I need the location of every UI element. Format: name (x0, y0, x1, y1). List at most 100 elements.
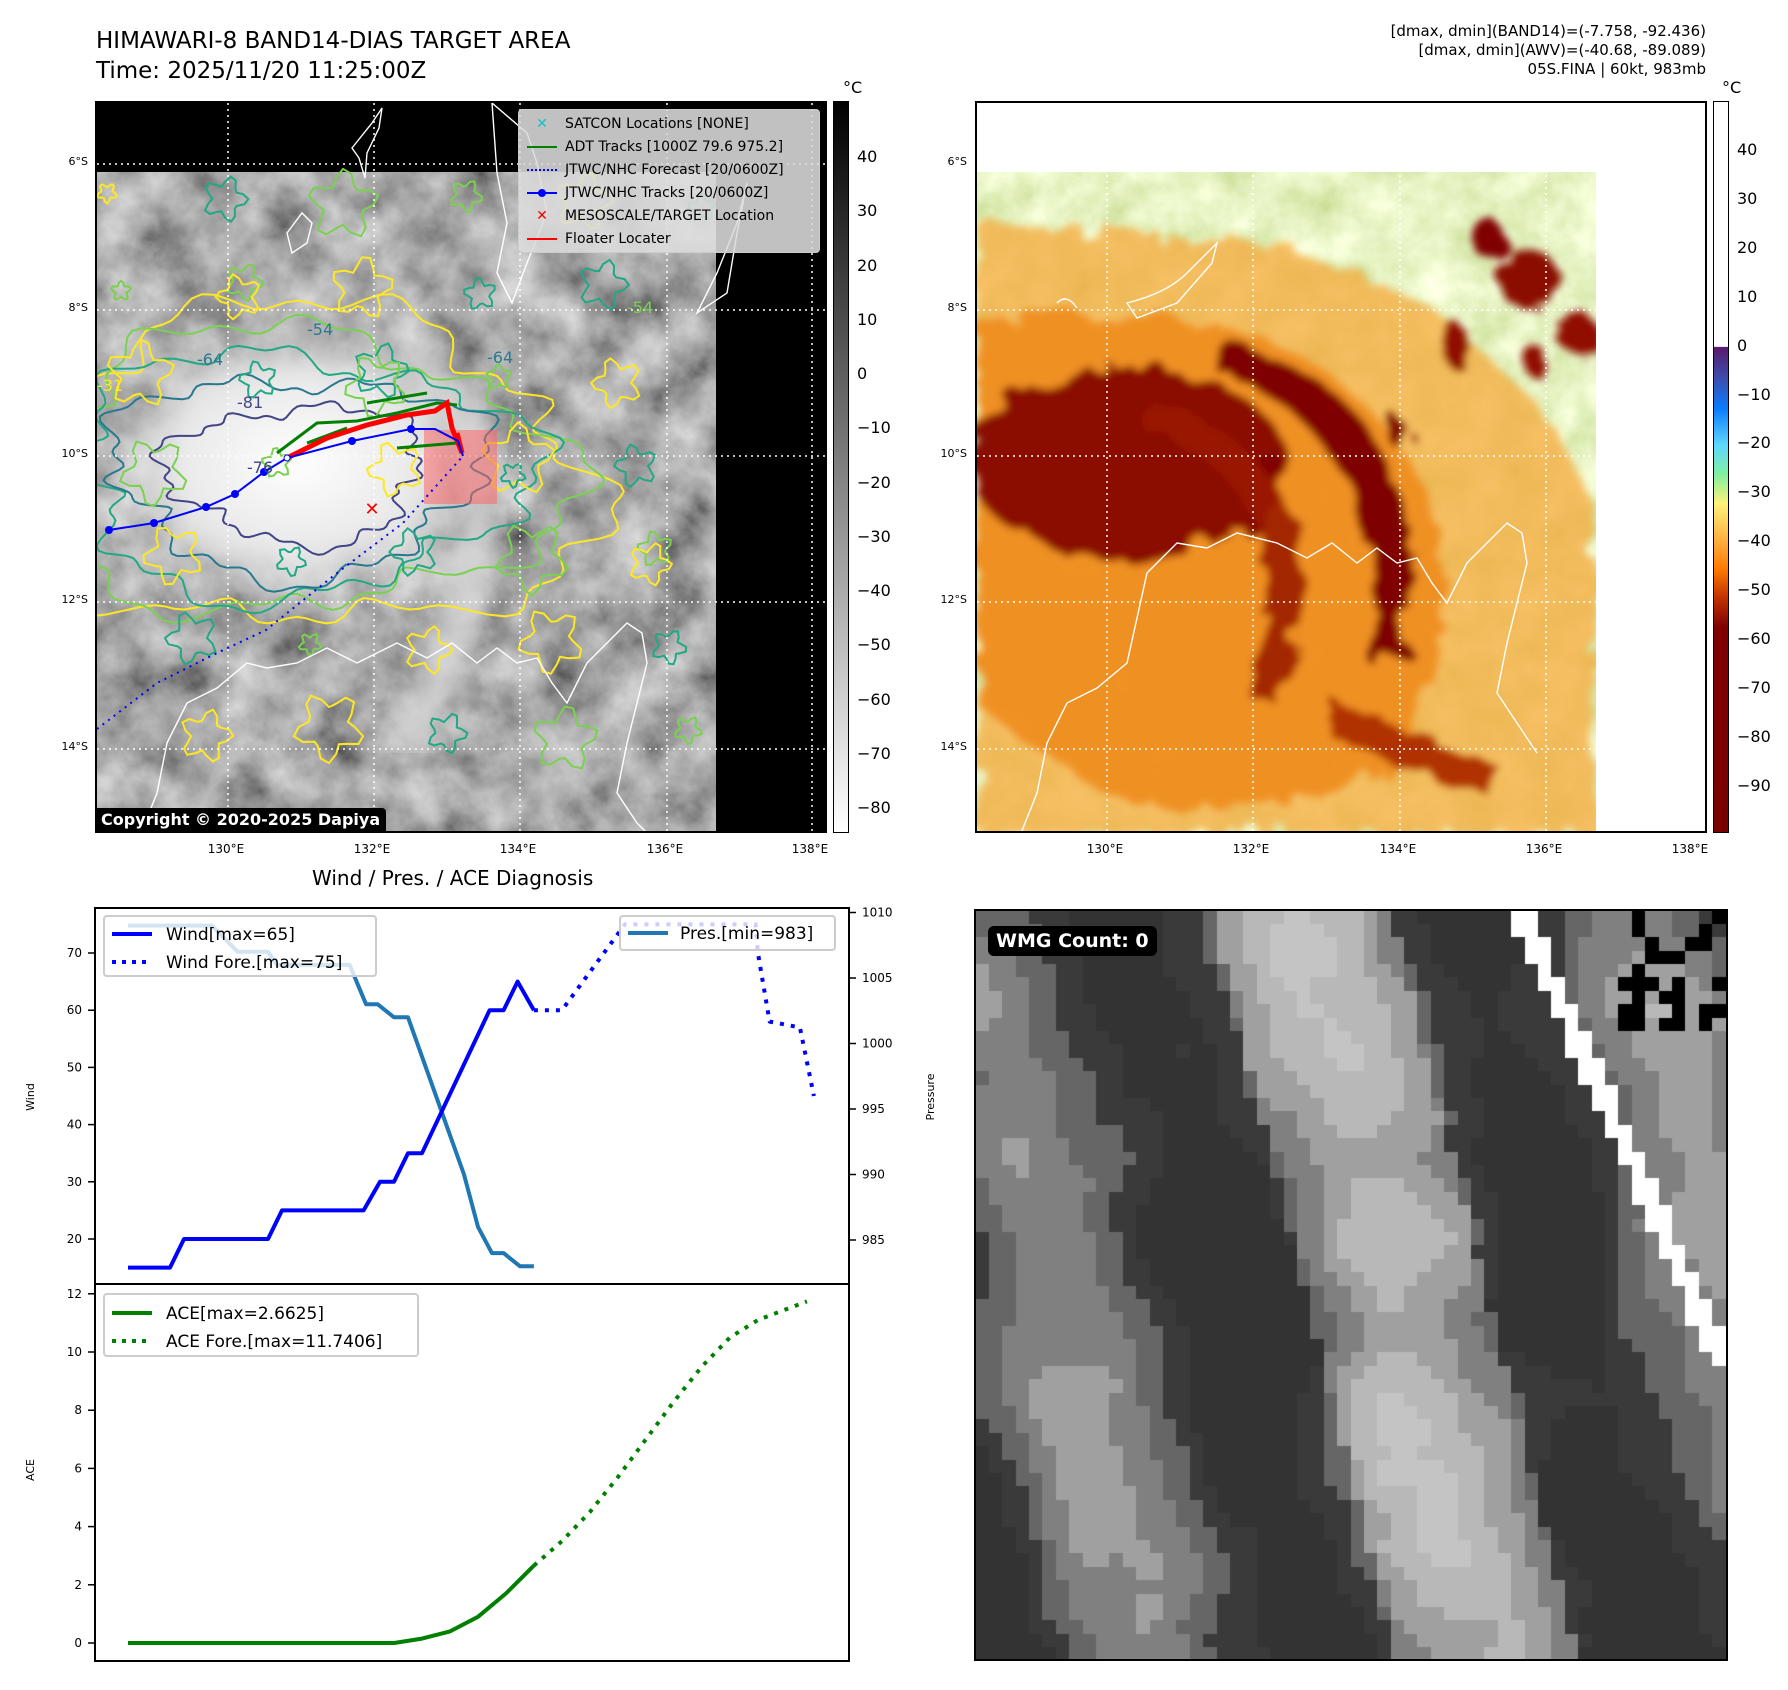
contour-line (533, 705, 599, 770)
lat-tick-label: 10°S (61, 447, 88, 460)
contour-label: -31 (97, 376, 123, 395)
contour-line (579, 258, 631, 311)
legend-label: Floater Locater (565, 230, 671, 247)
pressure-legend: Pres.[min=983] (619, 915, 836, 951)
pressure-ytick-label: 1000 (862, 1037, 893, 1051)
contour-line (405, 624, 455, 676)
lat-tick-label: 12°S (61, 593, 88, 606)
ace-ytick-label: 6 (74, 1461, 82, 1475)
colorbar-tick-label: −90 (1737, 775, 1771, 795)
colorbar-tick-label: −40 (1737, 531, 1771, 551)
contour-line (307, 167, 380, 238)
map-legend: ✕ SATCON Locations [NONE] ADT Tracks [100… (518, 109, 820, 253)
colorbar-tick-label: 10 (857, 309, 878, 329)
contour-line (225, 263, 264, 302)
contour-line (427, 712, 469, 755)
colorbar-unit: °C (843, 78, 863, 97)
lon-tick-label: 134°E (499, 842, 537, 856)
lon-tick-label: 136°E (646, 842, 684, 856)
coastlines (1021, 240, 1538, 831)
pressure-ytick-label: 990 (862, 1168, 885, 1182)
legend-label-wind: Wind[max=65] (166, 925, 295, 945)
colorbar-tick-label: −60 (1737, 629, 1771, 648)
lat-tick-label: 8°S (68, 301, 88, 314)
legend-label: JTWC/NHC Tracks [20/0600Z] (565, 184, 769, 201)
ace-ytick-label: 2 (74, 1578, 82, 1592)
line-icon (525, 145, 559, 148)
contour-line (673, 716, 704, 746)
contour-line (163, 611, 217, 666)
contour-line (203, 175, 250, 223)
colorbar-tick-label: −20 (1737, 433, 1771, 453)
colorbar-tick-label: −70 (857, 743, 891, 763)
contour-line (260, 446, 292, 478)
contour-line (148, 400, 424, 556)
contour-line (97, 293, 625, 625)
legend-item-adt: ADT Tracks [1000Z 79.6 975.2] (519, 135, 819, 158)
colorbar-tick-label: −40 (857, 581, 891, 600)
contour-line (97, 344, 566, 615)
wind-ytick-label: 50 (67, 1060, 82, 1074)
wind-ytick-label: 70 (67, 946, 82, 960)
storm-info: 05S.FINA | 60kt, 983mb (1527, 60, 1706, 78)
contour-line (612, 443, 657, 488)
dotted-line-icon (525, 168, 559, 171)
legend-item-jtwc-forecast: JTWC/NHC Forecast [20/0600Z] (519, 158, 819, 181)
pressure-ylabel: Pressure (924, 1073, 937, 1120)
x-marker-icon: ✕ (536, 115, 548, 132)
contour-line (387, 526, 436, 578)
diagnosis-title: Wind / Pres. / ACE Diagnosis (312, 866, 594, 890)
legend-label: JTWC/NHC Forecast [20/0600Z] (565, 161, 784, 178)
stats-header: [dmax, dmin](BAND14)=(-7.758, -92.436) [… (1391, 22, 1706, 79)
mesoscale-target-marker: ✕ (364, 499, 379, 520)
contour-label-group: -54 -64 -81 -76 -31 -64 -54 (97, 298, 653, 477)
lon-tick-label: 132°E (353, 842, 391, 856)
contour-label: -54 (627, 298, 653, 317)
wind-line (128, 979, 536, 1270)
colorbar-tick-label: −50 (857, 635, 891, 655)
awv-colorbar (1713, 101, 1729, 833)
colorbar-tick-label: 0 (857, 364, 868, 383)
line-icon (525, 237, 559, 240)
ace-line (128, 1564, 536, 1645)
colorbar-tick-label: 40 (857, 147, 878, 166)
colorbar-tick-label: −30 (1737, 482, 1771, 502)
pressure-ytick-label: 985 (862, 1233, 885, 1247)
colorbar-tick-label: 10 (1737, 286, 1758, 306)
colorbar-tick-label: −10 (1737, 384, 1771, 404)
legend-label: MESOSCALE/TARGET Location (565, 207, 775, 224)
colorbar-tick-label: 30 (857, 201, 878, 221)
wind-ytick-label: 30 (67, 1175, 82, 1189)
lon-tick-label: 136°E (1525, 842, 1563, 856)
contour-line (106, 338, 176, 406)
legend-item-satcon: ✕ SATCON Locations [NONE] (519, 112, 819, 135)
awv-image (977, 103, 1705, 831)
legend-item-mesoscale: ✕ MESOSCALE/TARGET Location (519, 204, 819, 227)
colorbar-tick-label: −30 (857, 526, 891, 546)
contour-line (292, 694, 365, 765)
jtwc-forecast-track (97, 455, 464, 730)
colorbar-tick-label: −80 (857, 798, 891, 817)
contour-label: -64 (487, 348, 513, 367)
wind-ytick-label: 20 (67, 1232, 82, 1246)
lat-tick-label: 6°S (68, 155, 88, 168)
legend-item-jtwc-tracks: JTWC/NHC Tracks [20/0600Z] (519, 181, 819, 204)
colorbar-tick-label: −20 (857, 472, 891, 492)
ace-ytick-label: 8 (74, 1403, 82, 1417)
lon-tick-label: 130°E (1086, 842, 1124, 856)
legend-label: SATCON Locations [NONE] (565, 115, 749, 132)
lat-tick-label: 8°S (947, 301, 967, 314)
title-text: HIMAWARI-8 BAND14-DIAS TARGET AREA (96, 28, 571, 54)
wind-ytick-label: 40 (67, 1118, 82, 1132)
ace-forecast-line (532, 1299, 808, 1568)
lat-tick-label: 14°S (61, 740, 88, 753)
contour-line (517, 610, 583, 675)
pressure-ytick-label: 1005 (862, 971, 893, 985)
legend-label-ace: ACE[max=2.6625] (166, 1304, 324, 1324)
band14-stats: [dmax, dmin](BAND14)=(-7.758, -92.436) (1390, 22, 1706, 40)
storm-cloud-shield (97, 313, 507, 613)
legend-label: ADT Tracks [1000Z 79.6 975.2] (565, 138, 784, 155)
contour-line (652, 630, 688, 666)
contour-line (589, 357, 641, 410)
lon-tick-label: 138°E (791, 842, 829, 856)
